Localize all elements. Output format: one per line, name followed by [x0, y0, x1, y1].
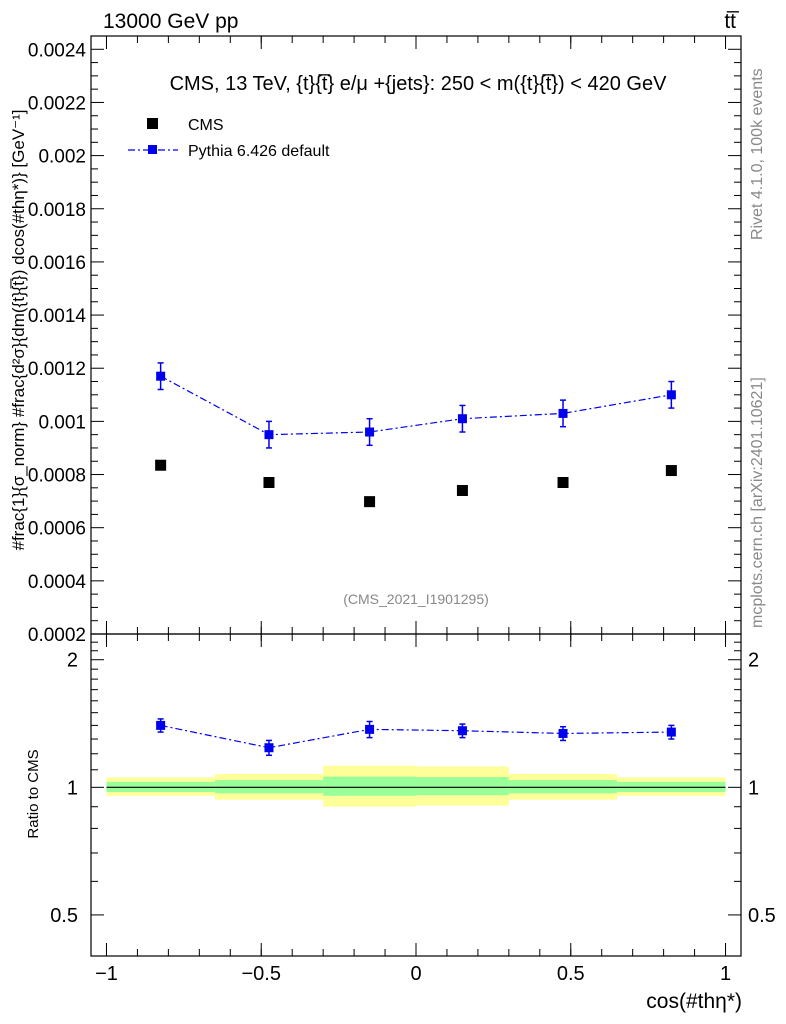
main-y-tick-label: 0.0016	[28, 253, 86, 274]
pythia-data-point	[264, 430, 274, 440]
ratio-axis-ticks: 0.5 0.5 1 1 2 2 −1 −0.5 0 0.5 1	[50, 634, 776, 985]
main-y-tick-label: 0.0004	[28, 572, 87, 593]
main-y-tick-label: 0.0022	[28, 93, 86, 114]
ratio-pythia-point	[264, 743, 274, 753]
chart-title: CMS, 13 TeV, {t}{t̅} e/μ +{jets}: 250 < …	[170, 73, 668, 95]
main-y-tick-label: 0.0002	[28, 625, 86, 646]
ratio-y-tick-label: 2	[67, 650, 78, 672]
ratio-pythia-line	[160, 724, 672, 749]
x-axis-label: cos(#thη*)	[646, 990, 742, 1013]
pythia-data-point	[666, 390, 676, 400]
ratio-y-tick-label: 1	[67, 777, 78, 799]
ratio-pythia-point	[558, 728, 568, 738]
main-panel: 0.0002 0.0004 0.0006 0.0008 0.001 0.0012 0.001…	[9, 35, 742, 646]
ratio-band-inner	[508, 780, 618, 794]
cms-data-point	[364, 496, 376, 508]
cms-data-point	[263, 477, 275, 489]
cms-data-point	[456, 484, 468, 496]
ratio-pythia-point	[365, 724, 375, 734]
ratio-y-tick-label-right: 0.5	[748, 905, 776, 927]
ratio-pythia-point	[666, 727, 676, 737]
ratio-band-inner	[214, 780, 324, 794]
main-y-tick-label: 0.0014	[28, 306, 87, 327]
ratio-band-inner	[323, 776, 416, 796]
main-y-tick-label: 0.0012	[28, 359, 86, 380]
pythia-data-point	[457, 414, 467, 424]
cms-data-point	[155, 459, 167, 471]
pythia-data-point	[558, 408, 568, 418]
x-tick-label: 0.5	[557, 963, 585, 985]
ratio-y-axis-label: Ratio to CMS	[25, 749, 42, 838]
cms-data-point	[665, 465, 677, 477]
energy-title: 13000 GeV pp	[103, 10, 238, 33]
pythia-data-point	[365, 427, 375, 437]
main-y-tick-label: 0.0006	[28, 519, 86, 540]
x-tick-label: 0	[410, 963, 421, 985]
ratio-pythia-point	[156, 720, 166, 730]
process-title: tt̅	[724, 10, 740, 33]
legend-cms-marker	[147, 118, 158, 129]
main-y-tick-label: 0.001	[38, 412, 86, 433]
x-tick-label: −0.5	[241, 963, 280, 985]
legend-pythia-marker	[148, 145, 157, 154]
main-y-tick-label: 0.0024	[28, 40, 87, 61]
pythia-line	[160, 375, 672, 436]
legend-pythia-label: Pythia 6.426 default	[188, 143, 330, 160]
ratio-panel: 0.5 0.5 1 1 2 2 −1 −0.5 0 0.5 1 Ratio to CMS cos(#…	[25, 633, 776, 1013]
x-tick-label: 1	[720, 963, 731, 985]
main-y-tick-label: 0.0008	[28, 466, 86, 487]
ratio-y-tick-label-right: 2	[748, 650, 759, 672]
main-axis-ticks: 0.0002 0.0004 0.0006 0.0008 0.001 0.0012 0.001…	[28, 35, 741, 646]
cms-data-point	[557, 477, 569, 489]
analysis-tag: (CMS_2021_I1901295)	[343, 591, 489, 607]
pythia-data-point	[156, 371, 166, 381]
legend-cms-label: CMS	[188, 117, 224, 134]
ratio-band-inner	[416, 777, 509, 796]
main-y-tick-label: 0.002	[38, 147, 86, 168]
ratio-y-tick-label-right: 1	[748, 777, 759, 799]
x-tick-label: −1	[95, 963, 118, 985]
main-y-tick-label: 0.0018	[28, 200, 86, 221]
legend: CMS Pythia 6.426 default	[128, 117, 330, 160]
rivet-version-text: Rivet 4.1.0, 100k events	[749, 68, 766, 240]
ratio-y-tick-label: 0.5	[50, 905, 78, 927]
source-text: mcplots.cern.ch [arXiv:2401.10621]	[749, 377, 766, 628]
ratio-pythia-point	[457, 726, 467, 736]
main-y-axis-label: #frac{1}{σ_norm} #frac{d²σ}{dm({t}{t̅}) …	[9, 109, 28, 550]
